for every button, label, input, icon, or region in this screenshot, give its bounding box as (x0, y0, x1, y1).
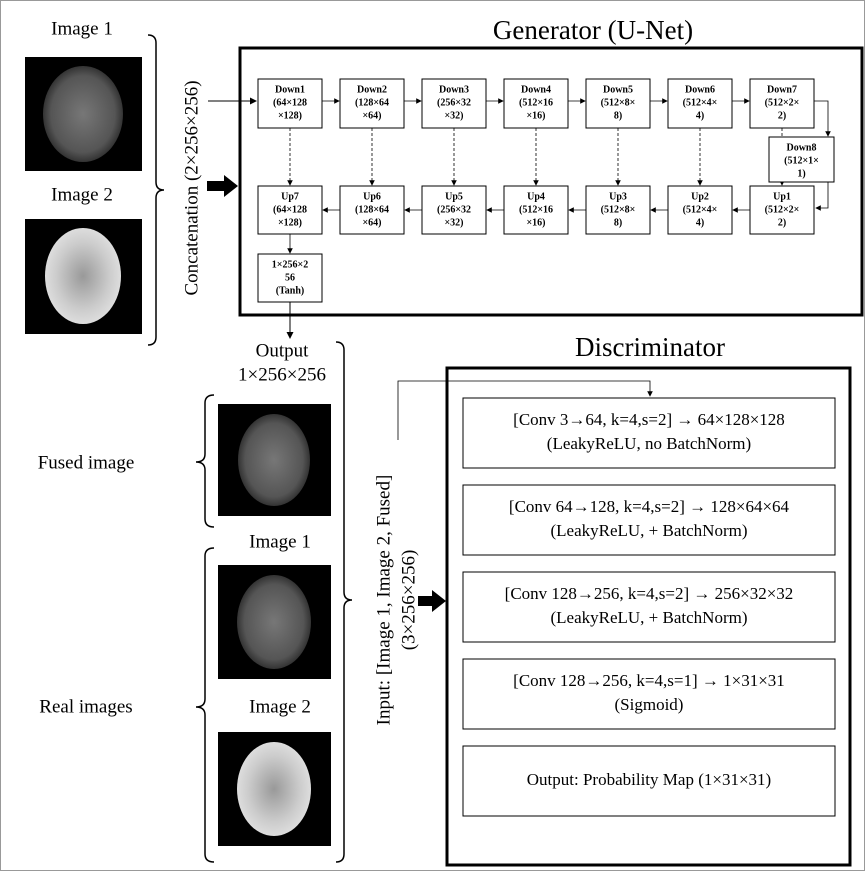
block-text: (512×16 (519, 204, 553, 215)
block-text: (64×128 (273, 204, 307, 215)
block-text: Down1 (275, 84, 305, 95)
block-text: 8) (614, 217, 622, 228)
brain (45, 228, 121, 324)
block-text: (128×64 (355, 204, 389, 215)
block-text: 2) (778, 217, 786, 228)
label: Image 1 (249, 531, 311, 552)
block-text: 2) (778, 110, 786, 121)
brain (43, 66, 123, 162)
layer-text: [Conv 128→256, k=4,s=1] → 1×31×31 (513, 671, 785, 690)
block-text: Up5 (445, 191, 463, 202)
generator: Down1 (64×128 ×128) Down2 (128×64 ×64) Down3 (2… (258, 79, 834, 302)
brace (336, 342, 352, 862)
layer-text: (LeakyReLU, + BatchNorm) (551, 608, 748, 627)
block-text: Down8 (786, 142, 816, 153)
arrow (816, 182, 828, 208)
block-text: Up3 (609, 191, 627, 202)
block-text: 1×256×2 (272, 259, 308, 270)
block-text: (256×32 (437, 97, 471, 108)
block-text: 8) (614, 110, 622, 121)
label: Real images (39, 696, 132, 717)
title: Discriminator (575, 332, 725, 362)
brain (238, 414, 310, 506)
block-text: Up6 (363, 191, 381, 202)
label: (3×256×256) (398, 550, 419, 651)
block-text: (512×8× (601, 204, 636, 215)
block-text: 1) (797, 168, 805, 179)
brace (196, 548, 214, 862)
label: Image 2 (249, 696, 311, 717)
block-text: Down4 (521, 84, 551, 95)
title: Generator (U-Net) (493, 15, 693, 45)
brain (237, 742, 311, 836)
block-text: (512×4× (683, 204, 718, 215)
block-text: (64×128 (273, 97, 307, 108)
block-text: ×128) (278, 217, 302, 228)
layer-text: [Conv 128→256, k=4,s=2] → 256×32×32 (505, 584, 794, 603)
arrow (814, 101, 828, 136)
block-text: (512×2× (765, 97, 800, 108)
block-text: Down3 (439, 84, 469, 95)
block-text: (Tanh) (276, 285, 305, 296)
block-text: ×16) (526, 217, 545, 228)
label: 1×256×256 (238, 364, 326, 385)
brace (148, 35, 164, 345)
block-text: Down6 (685, 84, 715, 95)
brace (196, 395, 214, 527)
brain (237, 575, 311, 669)
block-text: 4) (696, 217, 704, 228)
layer-text: (LeakyReLU, no BatchNorm) (547, 434, 751, 453)
block-text: Up2 (691, 191, 709, 202)
block-text: (256×32 (437, 204, 471, 215)
layer-text: (LeakyReLU, + BatchNorm) (551, 521, 748, 540)
block-text: ×32) (444, 110, 463, 121)
block-text: ×32) (444, 217, 463, 228)
label: Concatenation (2×256×256) (181, 80, 202, 295)
label: Output (256, 340, 310, 361)
block-text: Up4 (527, 191, 545, 202)
block-text: (128×64 (355, 97, 389, 108)
block-text: (512×2× (765, 204, 800, 215)
label: Image 2 (51, 184, 113, 205)
label: Fused image (38, 452, 135, 473)
block-text: ×16) (526, 110, 545, 121)
diagram: Image 1 Image 2 Concatenation (2×256×256… (0, 0, 865, 871)
label: Input: [Image 1, Image 2, Fused] (373, 475, 394, 726)
layer-text: [Conv 64→128, k=4,s=2] → 128×64×64 (509, 497, 790, 516)
discriminator: [Conv 3→64, k=4,s=2] → 64×128×128 (LeakyR… (463, 398, 835, 816)
block-text: ×64) (362, 110, 381, 121)
block-text: (512×16 (519, 97, 553, 108)
block-text: Down7 (767, 84, 797, 95)
block-text: (512×8× (601, 97, 636, 108)
layer-text: Output: Probability Map (1×31×31) (527, 770, 771, 789)
block-text: (512×1× (784, 155, 819, 166)
layer-text: (Sigmoid) (615, 695, 684, 714)
block-text: ×128) (278, 110, 302, 121)
block-text: (512×4× (683, 97, 718, 108)
block-text: 4) (696, 110, 704, 121)
arrow (207, 175, 238, 197)
block-text: Down5 (603, 84, 633, 95)
block-text: Up1 (773, 191, 791, 202)
layer-text: [Conv 3→64, k=4,s=2] → 64×128×128 (513, 410, 785, 429)
arrow (418, 590, 446, 612)
block-text: ×64) (362, 217, 381, 228)
block-text: Up7 (281, 191, 299, 202)
label: Image 1 (51, 18, 113, 39)
block-text: 56 (285, 272, 295, 283)
block-text: Down2 (357, 84, 387, 95)
